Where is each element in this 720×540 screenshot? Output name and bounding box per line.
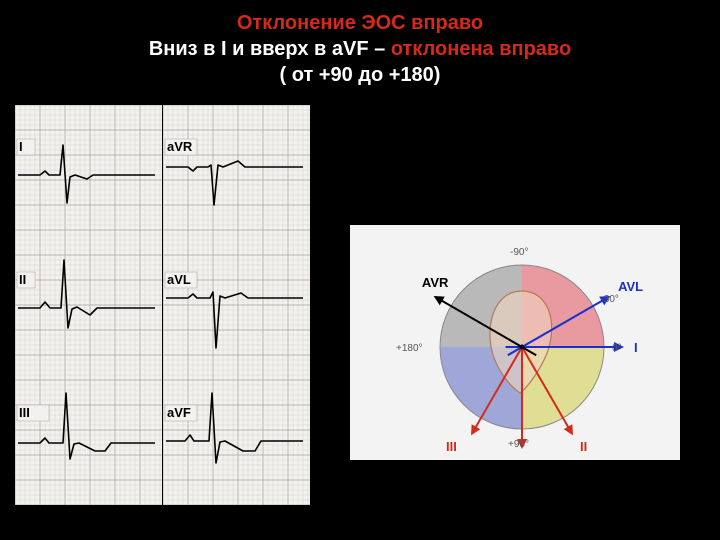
title-line-2-white: Вниз в I и вверх в aVF – xyxy=(149,38,391,60)
axis-label-AVF: AVF xyxy=(508,457,533,460)
axis-label-AVL: AVL xyxy=(618,279,643,294)
degree-mark: +90° xyxy=(508,439,529,450)
hexaxial-panel: IIIAVFIIIAVRAVL-90°-30°0°+90°+180° xyxy=(350,225,680,460)
degree-mark: +180° xyxy=(396,343,423,354)
degree-mark: -90° xyxy=(510,247,528,258)
ecg-lead-label-aVF: aVF xyxy=(167,405,191,420)
title-line-3: ( от +90 до +180) xyxy=(0,62,720,88)
ecg-svg: IIIIIIaVRaVLaVF xyxy=(15,105,310,505)
title-line-2-red: отклонена вправо xyxy=(391,38,571,60)
axis-label-I: I xyxy=(634,340,638,355)
ecg-panel: IIIIIIaVRaVLaVF xyxy=(15,105,310,505)
ecg-lead-label-aVR: aVR xyxy=(167,139,193,154)
axis-label-III: III xyxy=(446,439,457,454)
degree-mark: -30° xyxy=(600,294,618,305)
degree-mark: 0° xyxy=(612,343,622,354)
axis-label-AVR: AVR xyxy=(422,275,449,290)
title-line-1: Отклонение ЭОС вправо xyxy=(0,10,720,36)
ecg-lead-label-aVL: aVL xyxy=(167,272,191,287)
ecg-lead-label-III: III xyxy=(19,405,30,420)
axis-label-II: II xyxy=(580,439,587,454)
ecg-lead-label-I: I xyxy=(19,139,23,154)
slide-title: Отклонение ЭОС вправо Вниз в I и вверх в… xyxy=(0,10,720,88)
title-line-2: Вниз в I и вверх в aVF – отклонена вправ… xyxy=(0,36,720,62)
ecg-lead-label-II: II xyxy=(19,272,26,287)
hexaxial-svg: IIIAVFIIIAVRAVL-90°-30°0°+90°+180° xyxy=(350,225,680,460)
